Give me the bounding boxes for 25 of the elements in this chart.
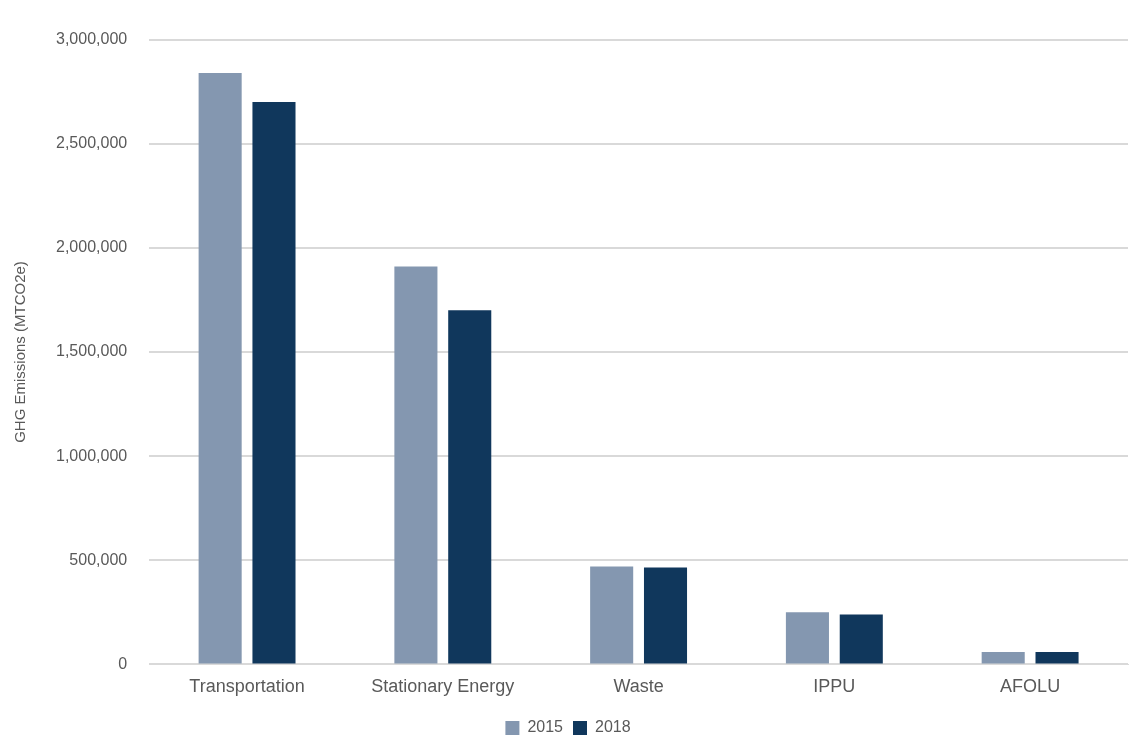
- bar: [448, 310, 492, 664]
- y-tick-label: 2,000,000: [55, 238, 128, 256]
- x-tick-label: IPPU: [813, 676, 856, 697]
- bar: [394, 266, 438, 664]
- y-tick-label: 2,500,000: [55, 134, 128, 152]
- bar: [1035, 651, 1079, 664]
- bar: [981, 651, 1025, 664]
- bar: [643, 567, 688, 664]
- x-tick-label: Stationary Energy: [371, 676, 515, 697]
- y-axis-title: GHG Emissions (MTCO2e): [11, 261, 29, 443]
- y-tick-label: 0: [118, 654, 128, 672]
- bar: [590, 566, 634, 664]
- bar: [785, 612, 829, 664]
- bar: [198, 72, 242, 664]
- x-tick-label: AFOLU: [1000, 676, 1061, 697]
- y-tick-label: 1,500,000: [55, 342, 128, 360]
- x-tick-label: Waste: [613, 676, 664, 697]
- bar: [252, 102, 296, 664]
- y-tick-label: 500,000: [69, 550, 128, 568]
- y-tick-label: 3,000,000: [55, 30, 128, 48]
- legend-label: 2018: [595, 718, 631, 736]
- y-tick-label: 1,000,000: [55, 446, 128, 464]
- legend-label: 2015: [527, 718, 564, 736]
- bar: [839, 614, 883, 664]
- x-tick-label: Transportation: [189, 676, 305, 697]
